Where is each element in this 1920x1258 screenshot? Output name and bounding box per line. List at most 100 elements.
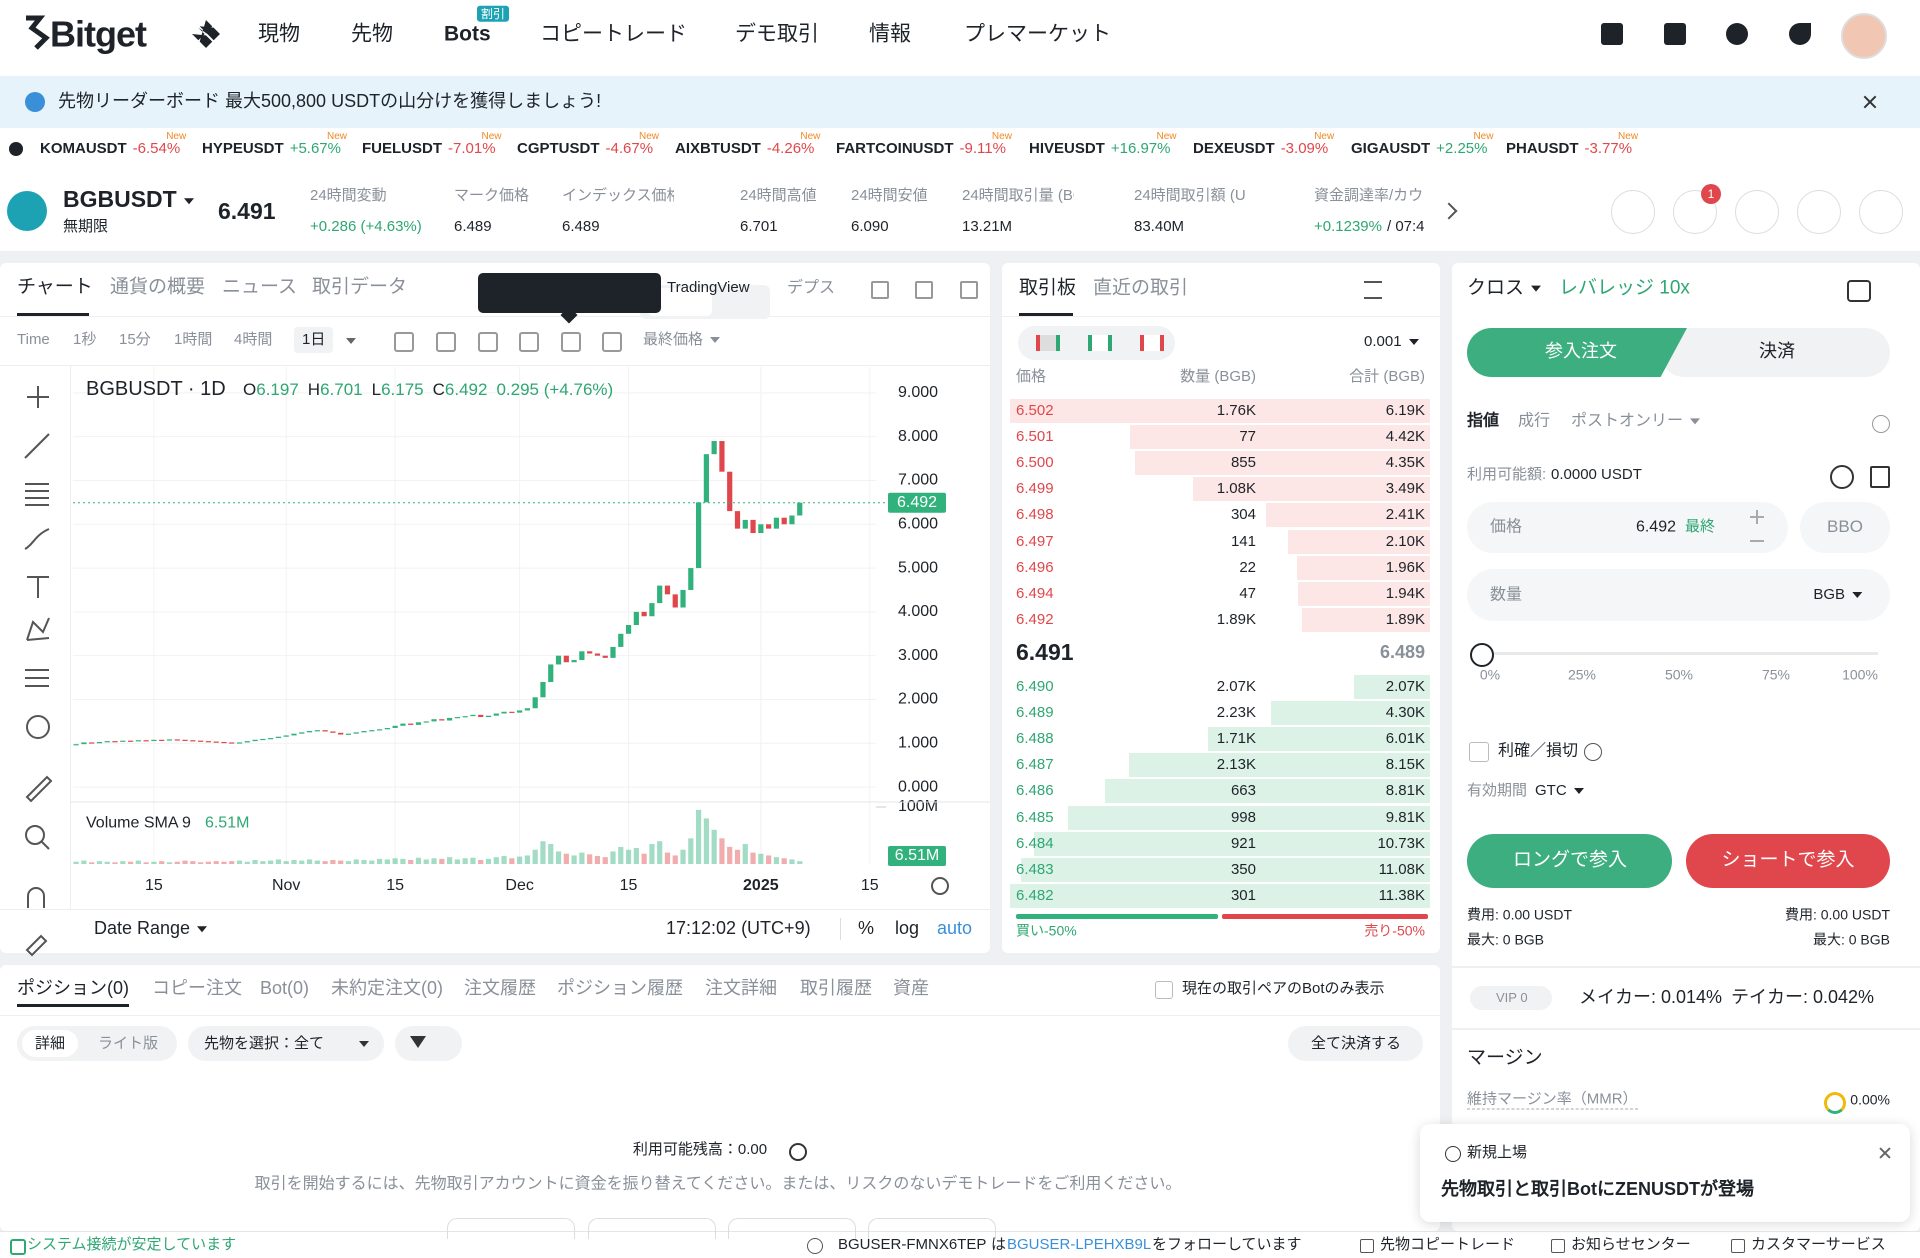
- close-all[interactable]: 全て決済する: [1310, 1035, 1402, 1052]
- coin-icon[interactable]: [7, 191, 47, 231]
- book-price[interactable]: 6.488: [1016, 730, 1054, 748]
- price-type[interactable]: 最終価格: [643, 331, 720, 349]
- slider-label[interactable]: 75%: [1761, 666, 1791, 683]
- book-price[interactable]: 6.482: [1016, 886, 1054, 904]
- book-price[interactable]: 6.486: [1016, 782, 1054, 800]
- view-option[interactable]: TradingView: [667, 279, 750, 296]
- action-button[interactable]: [728, 1218, 856, 1239]
- nav-item[interactable]: 現物: [258, 22, 300, 46]
- ticker-item[interactable]: AIXBTUSDT -4.26% New: [675, 131, 820, 158]
- view-option[interactable]: デプス: [787, 279, 836, 297]
- short-label[interactable]: ショートで参入: [1721, 849, 1855, 871]
- long-button[interactable]: [1467, 834, 1672, 888]
- ticker-item[interactable]: DEXEUSDT -3.09% New: [1193, 131, 1334, 158]
- book-price[interactable]: 6.492: [1016, 610, 1054, 628]
- position-tab[interactable]: 資産: [893, 978, 929, 999]
- chart-tool[interactable]: [394, 332, 414, 352]
- tpsl-label[interactable]: 利確／損切: [1498, 742, 1579, 760]
- layout-option[interactable]: [1036, 335, 1060, 351]
- ticker-item[interactable]: PHAUSDT -3.77% New: [1506, 131, 1638, 158]
- ticker-item[interactable]: CGPTUSDT -4.67% New: [517, 131, 659, 158]
- book-tab[interactable]: 直近の取引: [1093, 277, 1189, 299]
- bbo[interactable]: BBO: [1827, 516, 1863, 536]
- leverage[interactable]: レバレッジ 10x: [1559, 277, 1690, 299]
- book-settings[interactable]: [1364, 281, 1382, 299]
- book-price[interactable]: 6.501: [1016, 428, 1054, 446]
- info-icon[interactable]: [1584, 743, 1602, 761]
- book-price[interactable]: 6.500: [1016, 454, 1054, 472]
- clock-icon[interactable]: [9, 142, 23, 156]
- book-price[interactable]: 6.490: [1016, 678, 1054, 695]
- toolbar-button[interactable]: [1859, 190, 1903, 234]
- chart-tab[interactable]: 取引データ: [312, 276, 408, 298]
- book-price[interactable]: 6.489: [1016, 704, 1054, 722]
- ticker-item[interactable]: GIGAUSDT +2.25% New: [1351, 131, 1493, 158]
- interval[interactable]: 1時間: [174, 331, 213, 348]
- book-price[interactable]: 6.487: [1016, 756, 1054, 774]
- transfer-icon[interactable]: [1830, 465, 1854, 489]
- book-price[interactable]: 6.497: [1016, 532, 1054, 550]
- book-tab[interactable]: 取引板: [1019, 277, 1077, 299]
- header-icon[interactable]: [1664, 23, 1686, 45]
- header-icon[interactable]: [1789, 23, 1811, 45]
- side-option[interactable]: 参入注文: [1545, 341, 1617, 362]
- position-tab[interactable]: 注文詳細: [705, 978, 777, 999]
- book-price[interactable]: 6.494: [1016, 584, 1054, 602]
- slider-label[interactable]: 0%: [1479, 666, 1501, 683]
- ticker-item[interactable]: FUELUSDT -7.01% New: [362, 131, 502, 158]
- avatar[interactable]: [1841, 13, 1887, 59]
- short-button[interactable]: [1686, 834, 1890, 888]
- pair-symbol[interactable]: BGBUSDT: [63, 186, 194, 214]
- nav-item[interactable]: 先物: [351, 22, 393, 46]
- tif-value[interactable]: GTC: [1535, 782, 1584, 800]
- interval[interactable]: 4時間: [234, 331, 273, 348]
- position-tab[interactable]: ポジション(0): [17, 978, 129, 999]
- popup-icon[interactable]: [1445, 1146, 1461, 1162]
- contract-select[interactable]: [188, 1026, 384, 1061]
- scale-option[interactable]: %: [858, 918, 875, 939]
- price-input[interactable]: [1467, 502, 1788, 553]
- ticker-item[interactable]: HIVEUSDT +16.97% New: [1029, 131, 1176, 158]
- position-tab[interactable]: 注文履歴: [464, 978, 536, 999]
- book-price[interactable]: 6.484: [1016, 834, 1054, 852]
- position-tab[interactable]: 取引履歴: [800, 978, 872, 999]
- book-price[interactable]: 6.485: [1016, 808, 1054, 826]
- close-all-button[interactable]: [1288, 1026, 1423, 1061]
- vip-level[interactable]: VIP 0: [1496, 990, 1528, 1006]
- margin-mode[interactable]: クロス: [1467, 278, 1541, 301]
- footer-link[interactable]: お知らせセンター: [1571, 1236, 1691, 1253]
- interval[interactable]: 15分: [119, 331, 151, 348]
- toolbar-button[interactable]: [1797, 190, 1841, 234]
- precision[interactable]: 0.001: [1364, 333, 1419, 351]
- interval[interactable]: 1日: [294, 327, 334, 353]
- nav-item[interactable]: デモ取引: [735, 22, 819, 46]
- calculator-icon[interactable]: [1870, 466, 1890, 488]
- nav-item[interactable]: コピートレード: [540, 22, 687, 46]
- chart-tool[interactable]: [436, 332, 456, 352]
- bot-filter[interactable]: 現在の取引ペアのBotのみ表示: [1182, 980, 1385, 997]
- slider-handle[interactable]: [1470, 643, 1494, 667]
- view-option[interactable]: 詳細: [34, 1035, 66, 1052]
- book-price[interactable]: 6.499: [1016, 480, 1054, 498]
- info-icon[interactable]: [25, 92, 45, 112]
- order-type[interactable]: ポストオンリー: [1571, 411, 1700, 430]
- slider-label[interactable]: 100%: [1842, 666, 1878, 683]
- chart-tab[interactable]: 通貨の概要: [110, 276, 206, 298]
- panel-icon[interactable]: [915, 281, 933, 299]
- logo[interactable]: Bitget: [50, 13, 147, 55]
- chart-tool[interactable]: [519, 332, 539, 352]
- scale-option[interactable]: auto: [937, 918, 973, 939]
- interval[interactable]: Time: [17, 331, 50, 348]
- position-tab[interactable]: Bot(0): [260, 978, 310, 999]
- close-side[interactable]: [1660, 328, 1890, 377]
- position-tab[interactable]: コピー注文: [152, 978, 242, 999]
- chart-tab[interactable]: ニュース: [222, 276, 298, 298]
- panel-icon[interactable]: [871, 281, 889, 299]
- mmr-gauge[interactable]: [1824, 1092, 1846, 1114]
- bot-icon[interactable]: [1847, 280, 1871, 302]
- nav-item[interactable]: 情報: [869, 22, 911, 46]
- panel-icon[interactable]: [960, 281, 978, 299]
- order-type[interactable]: 指値: [1467, 412, 1500, 430]
- action-button[interactable]: [868, 1218, 996, 1239]
- book-price[interactable]: 6.498: [1016, 506, 1054, 524]
